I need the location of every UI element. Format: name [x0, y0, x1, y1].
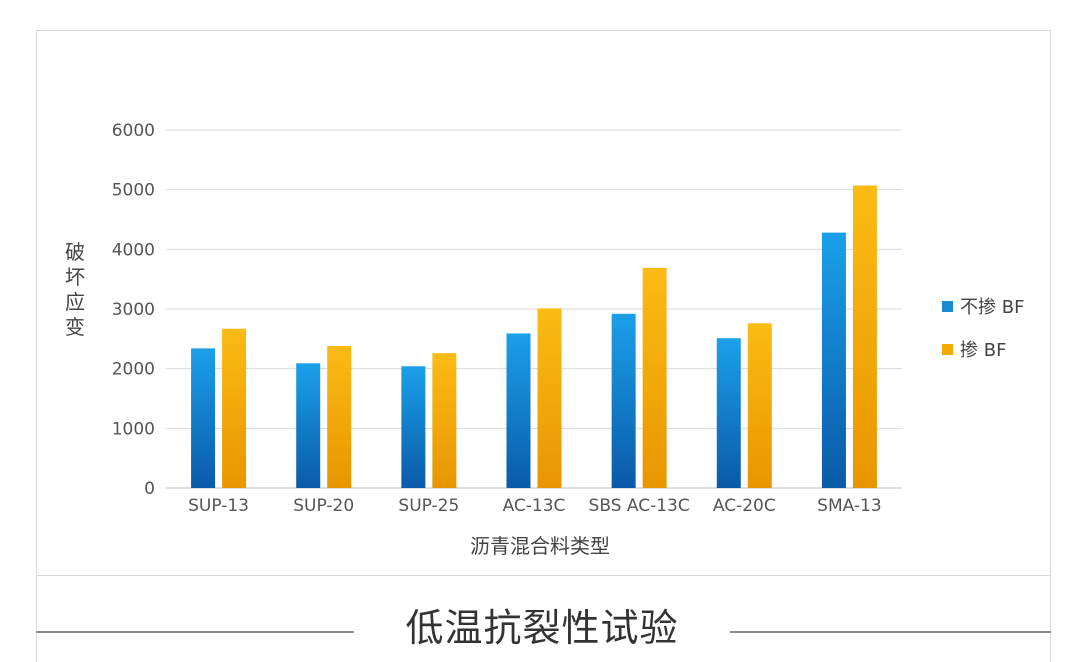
- x-tick-label: AC-13C: [503, 496, 566, 516]
- gridlines: [166, 129, 902, 489]
- legend-swatch-orange: [942, 343, 953, 355]
- legend-swatch-blue: [942, 300, 953, 312]
- x-tick-label: AC-20C: [713, 496, 776, 516]
- bar-with-bf: [852, 185, 877, 489]
- x-axis-label: 沥青混合料类型: [470, 534, 610, 558]
- x-tick-label: SBS AC-13C: [589, 496, 690, 516]
- y-tick-label: 0: [144, 479, 155, 499]
- bar-no-bf: [401, 366, 426, 488]
- caption-frame: [36, 576, 1051, 662]
- legend-item-with-bf: 掺 BF: [942, 336, 1006, 362]
- x-tick-labels: SUP-13 SUP-20 SUP-25 AC-13C SBS AC-13C AC-20C…: [188, 496, 882, 516]
- bar-no-bf: [506, 333, 531, 488]
- bar-no-bf: [821, 232, 846, 488]
- y-tick-label: 2000: [112, 360, 155, 380]
- legend-label: 不掺 BF: [960, 297, 1025, 318]
- y-tick-label: 1000: [112, 419, 155, 439]
- bar-no-bf: [716, 338, 741, 488]
- x-tick-label: SUP-20: [293, 496, 354, 516]
- bar-with-bf: [222, 328, 247, 488]
- caption-rule-right: [730, 631, 1051, 633]
- y-tick-label: 5000: [112, 181, 155, 201]
- legend-item-no-bf: 不掺 BF: [942, 293, 1024, 319]
- y-tick-label: 3000: [112, 300, 155, 320]
- x-tick-label: SUP-13: [188, 496, 249, 516]
- bar-no-bf: [296, 363, 321, 488]
- x-tick-label: SUP-25: [398, 496, 459, 516]
- y-axis-label: 破坏应变: [65, 240, 85, 339]
- bar-no-bf: [191, 348, 216, 488]
- legend-label: 掺 BF: [960, 340, 1007, 361]
- caption-title: 低温抗裂性试验: [405, 606, 679, 650]
- bar-with-bf: [642, 267, 667, 488]
- bars: [191, 185, 877, 489]
- y-tick-label: 4000: [112, 240, 155, 260]
- bar-with-bf: [747, 323, 772, 488]
- y-tick-labels: 0 1000 2000 3000 4000 5000 6000: [112, 121, 155, 499]
- bar-no-bf: [611, 313, 636, 488]
- y-tick-label: 6000: [112, 121, 155, 141]
- caption-rule-left: [36, 631, 354, 633]
- bar-with-bf: [537, 308, 562, 488]
- bar-with-bf: [432, 353, 457, 488]
- x-tick-label: SMA-13: [817, 496, 881, 516]
- bar-with-bf: [327, 345, 352, 488]
